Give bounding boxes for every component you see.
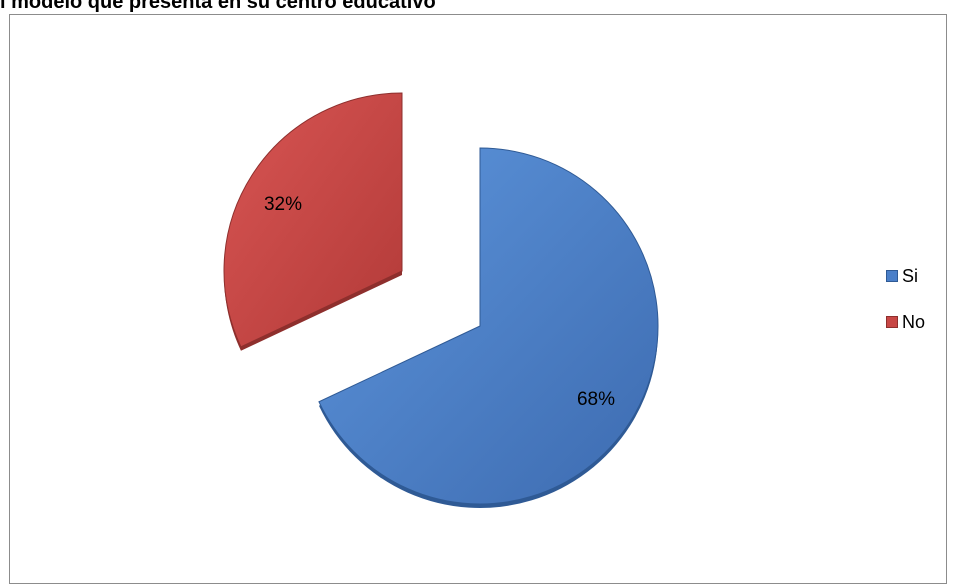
- pie-slice-si[interactable]: [318, 147, 659, 505]
- legend-label-no: No: [902, 311, 926, 332]
- legend-item-si: Si: [886, 266, 925, 286]
- legend-swatch-no: [886, 316, 898, 328]
- legend: Si No: [886, 266, 925, 358]
- legend-label-si: Si: [902, 265, 919, 286]
- pie-slice-no[interactable]: [223, 92, 403, 348]
- legend-item-no: No: [886, 312, 925, 332]
- data-label-no: 32%: [264, 194, 302, 215]
- legend-swatch-si: [886, 270, 898, 282]
- chart-title: l modelo que presenta en su centro educa…: [0, 0, 436, 13]
- data-label-si: 68%: [577, 389, 615, 410]
